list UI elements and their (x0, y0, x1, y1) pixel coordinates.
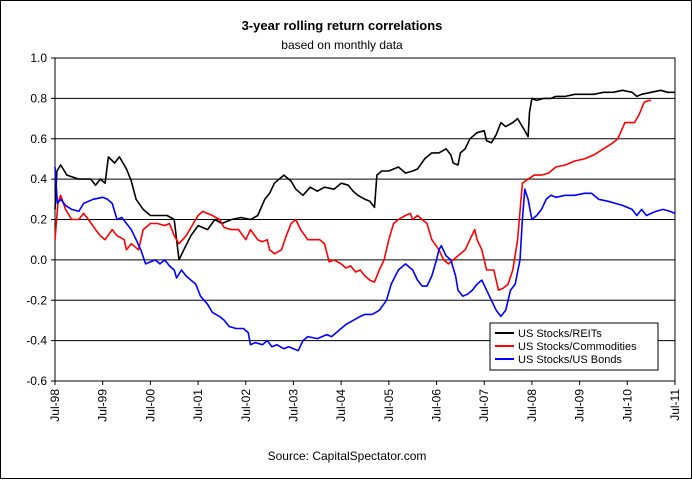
y-tick-label: 0.6 (30, 132, 47, 146)
x-tick-label: Jul-99 (96, 389, 110, 422)
legend-label: US Stocks/REITs (518, 328, 602, 340)
chart-source: Source: CapitalSpectator.com (268, 449, 427, 463)
x-tick-label: Jul-00 (143, 389, 157, 422)
y-tick-label: 0.8 (30, 91, 47, 105)
y-axis: 1.0 0.8 0.6 0.4 0.2 0.0 -0.2 -0.4 -0.6 (26, 51, 55, 388)
y-tick-label: 1.0 (30, 51, 47, 65)
x-tick-label: Jul-10 (620, 389, 634, 422)
legend-label: US Stocks/US Bonds (518, 354, 622, 366)
legend-label: US Stocks/Commodities (518, 341, 637, 353)
series-line-2 (54, 166, 676, 352)
legend-box (489, 322, 659, 371)
plot-area (54, 57, 676, 382)
x-tick-label: Jul-09 (573, 389, 587, 422)
y-tick-label: 0.4 (30, 172, 47, 186)
y-tick-label: -0.2 (26, 293, 47, 307)
x-tick-label: Jul-07 (477, 389, 491, 422)
x-axis: Jul-98 Jul-99 Jul-00 Jul-01 Jul-02 Jul-03 Jul-… (48, 381, 682, 422)
x-tick-label: Jul-02 (239, 389, 253, 422)
series-line-0 (54, 89, 675, 261)
y-tick-label: 0.0 (30, 253, 47, 267)
series-line-1 (54, 99, 652, 292)
x-tick-label: Jul-05 (382, 389, 396, 422)
series-lines (54, 89, 676, 352)
x-tick-label: Jul-03 (286, 389, 300, 422)
x-tick-label: Jul-01 (191, 389, 205, 422)
y-tick-label: 0.2 (30, 213, 47, 227)
chart-subtitle: based on monthly data (281, 38, 403, 52)
x-tick-label: Jul-08 (525, 389, 539, 422)
x-tick-label: Jul-04 (334, 389, 348, 422)
x-tick-label: Jul-11 (668, 389, 682, 421)
chart-title: 3-year rolling return correlations (242, 18, 443, 33)
x-tick-label: Jul-98 (48, 389, 62, 422)
y-tick-label: -0.4 (26, 334, 47, 348)
x-tick-label: Jul-06 (430, 389, 444, 422)
y-tick-label: -0.6 (26, 374, 47, 388)
